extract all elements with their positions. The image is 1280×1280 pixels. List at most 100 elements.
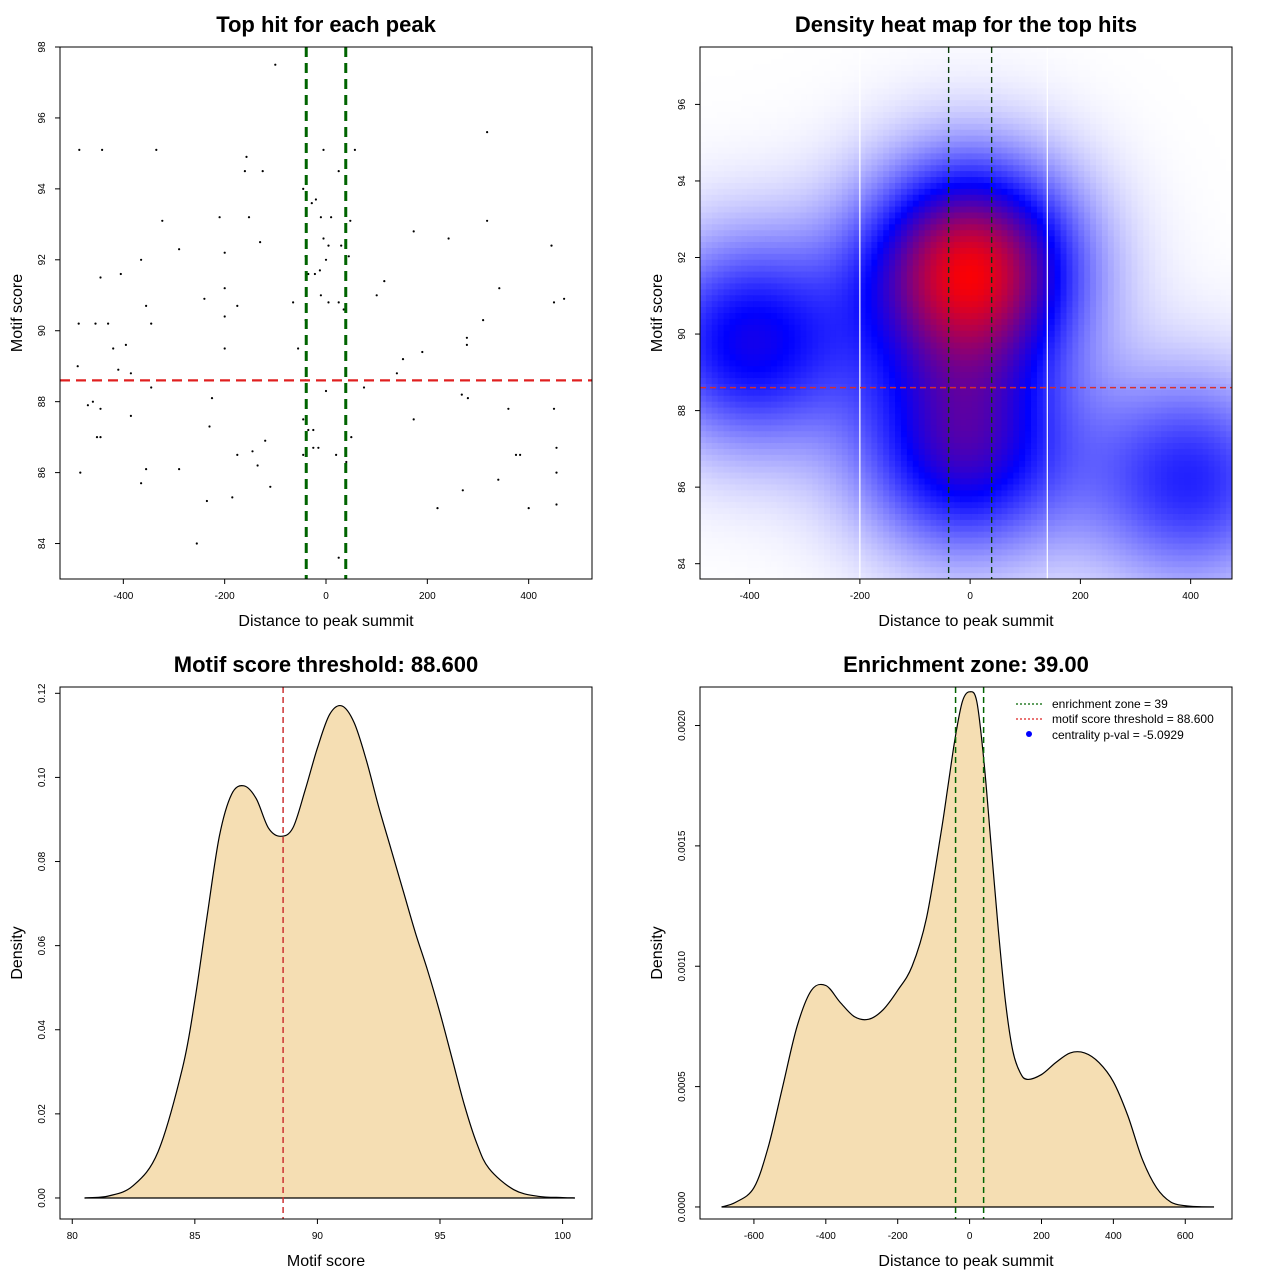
heat-cell [853, 496, 861, 503]
heat-cell [942, 537, 949, 545]
heat-cell [824, 354, 831, 361]
heat-cell [918, 129, 926, 137]
heat-cell [830, 448, 837, 456]
heat-cell [759, 437, 766, 444]
heat-cell [776, 277, 784, 285]
heat-cell [800, 478, 807, 486]
x-tick-label: 200 [419, 591, 436, 602]
heat-cell [977, 141, 985, 149]
heat-cell [812, 318, 819, 326]
heat-cell [794, 52, 802, 60]
heat-cell [924, 112, 932, 119]
heat-cell [930, 88, 938, 95]
heat-cell [700, 472, 707, 480]
heat-cell [812, 401, 819, 409]
heat-cell [830, 395, 837, 403]
heat-cell [782, 413, 790, 420]
heat-cell [895, 283, 902, 290]
heat-cell [1007, 336, 1014, 344]
heat-cell [895, 289, 902, 296]
heat-cell [906, 212, 914, 220]
heat-cell [960, 419, 967, 426]
heat-cell [835, 88, 843, 95]
heat-cell [800, 330, 807, 338]
heat-cell [723, 531, 731, 539]
heat-cell [960, 188, 967, 196]
heat-cell [918, 454, 926, 462]
heat-cell [741, 348, 748, 355]
heat-cell [723, 555, 731, 562]
heat-cell [765, 259, 772, 267]
heat-cell [765, 129, 772, 137]
heat-cell [865, 277, 873, 285]
heat-cell [835, 206, 843, 214]
heat-cell [818, 348, 825, 355]
heat-cell [942, 129, 949, 137]
heat-cell [936, 253, 943, 261]
heat-cell [871, 88, 878, 95]
heat-cell [977, 448, 985, 456]
heat-cell [835, 153, 843, 160]
heat-cell [759, 88, 766, 95]
heat-cell [918, 147, 926, 154]
heat-cell [971, 543, 979, 551]
heat-cell [782, 490, 790, 497]
heat-cell [1007, 496, 1014, 503]
heat-cell [794, 525, 802, 533]
heat-cell [889, 112, 896, 119]
heat-cell [1013, 330, 1020, 338]
heat-cell [788, 431, 796, 438]
heat-cell [966, 342, 973, 350]
heat-cell [865, 395, 873, 403]
heat-cell [942, 247, 949, 255]
scatter-point [95, 436, 99, 439]
heat-cell [966, 135, 973, 143]
heat-cell [1013, 413, 1020, 420]
heat-cell [723, 153, 731, 160]
heat-cell [983, 82, 991, 89]
heat-cell [900, 182, 908, 190]
heat-cell [806, 153, 813, 160]
heat-cell [871, 348, 878, 355]
heat-cell [753, 265, 760, 273]
heat-cell [889, 295, 896, 302]
heat-cell [960, 64, 967, 72]
heat-cell [705, 508, 713, 515]
heat-cell [942, 389, 949, 397]
heat-cell [770, 224, 778, 231]
heat-cell [717, 431, 725, 438]
heat-cell [741, 360, 748, 367]
heat-cell [895, 460, 902, 468]
heat-cell [859, 324, 867, 332]
heat-cell [788, 94, 796, 101]
heat-cell [877, 295, 884, 302]
heat-cell [723, 419, 731, 426]
heat-cell [912, 549, 920, 556]
heat-cell [895, 525, 902, 533]
heat-cell [1001, 200, 1008, 208]
heat-cell [729, 129, 737, 137]
heat-cell [853, 318, 861, 326]
heat-cell [835, 112, 843, 119]
heat-cell [930, 508, 938, 515]
heat-cell [924, 573, 932, 579]
heat-cell [912, 94, 920, 101]
heat-cell [788, 567, 796, 574]
heat-cell [735, 117, 742, 125]
heat-cell [971, 236, 979, 243]
heat-cell [895, 336, 902, 344]
heat-cell [794, 431, 802, 438]
heat-cell [936, 159, 943, 166]
heat-cell [918, 70, 926, 78]
heat-cell [989, 484, 997, 491]
heat-cell [729, 253, 737, 261]
heat-cell [948, 490, 955, 497]
heat-cell [735, 478, 742, 486]
heat-cell [900, 259, 908, 267]
heat-cell [989, 147, 997, 154]
heat-cell [871, 525, 878, 533]
heat-cell [954, 236, 961, 243]
heat-cell [966, 502, 973, 509]
heat-cell [818, 354, 825, 361]
heat-cell [912, 573, 920, 579]
